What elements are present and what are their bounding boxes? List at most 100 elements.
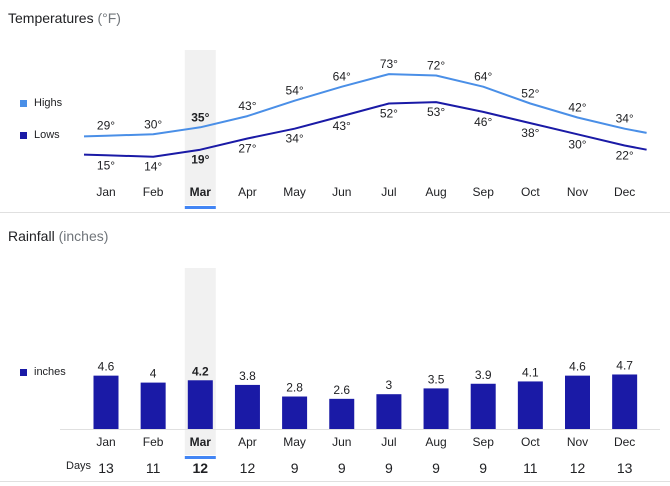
temperature-highs-label: 29° [97, 119, 115, 133]
rainy-days-value: 11 [146, 460, 161, 476]
temperature-lows-label: 38° [521, 126, 539, 140]
rainfall-bar [93, 375, 119, 429]
temperature-highs-label: 73° [380, 57, 398, 71]
legend-lows: Lows [20, 129, 60, 141]
rainfall-bar [423, 388, 449, 429]
rainfall-heading: Rainfall (inches) [8, 228, 108, 244]
rainfall-value-label: 4.7 [616, 358, 633, 372]
temperature-month-label: May [283, 185, 306, 199]
rainfall-month-label: Oct [521, 435, 540, 449]
rainy-days-value: 12 [570, 460, 586, 476]
rainy-days-value: 9 [479, 460, 487, 476]
rainfall-value-label: 4.2 [192, 364, 209, 378]
rainfall-month-label: Jul [381, 435, 396, 449]
temperature-highs-label: 64° [333, 70, 351, 84]
legend-highs-label: Highs [34, 97, 63, 109]
rainfall-month-label: Aug [425, 435, 446, 449]
temperature-lows-label: 53° [427, 105, 445, 119]
temperature-lows-label: 27° [238, 142, 256, 156]
temperature-highs-label: 35° [191, 110, 209, 124]
temperature-highs-label: 34° [616, 112, 634, 126]
temperature-lows-line [83, 101, 647, 158]
legend-inches-swatch [20, 368, 27, 376]
temperature-month-label: Jul [381, 185, 396, 199]
rainfall-month-label: Feb [143, 435, 164, 449]
temperature-month-label: Oct [521, 185, 540, 199]
rainfall-bar [187, 380, 213, 429]
rainfall-bar [517, 381, 543, 429]
legend-highs-swatch [20, 99, 27, 107]
rainfall-month-label: Apr [238, 435, 257, 449]
rainy-days-value: 9 [432, 460, 440, 476]
rainfall-value-label: 4 [150, 367, 157, 381]
temperature-month-label: Aug [425, 185, 446, 199]
rainy-days-value: 9 [291, 460, 299, 476]
rainfall-bar [565, 375, 590, 429]
rainfall-bar [376, 394, 402, 429]
rainfall-month-label: Dec [614, 435, 635, 449]
temperature-lows-label: 46° [474, 115, 492, 129]
temperature-month-label: Jun [332, 185, 351, 199]
temperature-lows-label: 52° [380, 107, 398, 121]
temperature-month-label: Jan [96, 185, 115, 199]
rainfall-month-label: Jan [96, 435, 115, 449]
rainfall-bar [282, 396, 308, 429]
rainfall-title: Rainfall [8, 228, 55, 244]
rainfall-value-label: 2.8 [286, 381, 303, 395]
temperature-month-label: Nov [567, 185, 588, 199]
temperature-lows-label: 22° [616, 149, 634, 163]
rainy-days-value: 9 [385, 460, 393, 476]
selected-month-indicator-rainfall [184, 456, 216, 459]
temperature-title: Temperatures [8, 10, 94, 26]
rainy-days-value: 13 [98, 460, 114, 476]
rainfall-value-label: 3.5 [428, 372, 445, 386]
legend-inches: inches [20, 366, 66, 378]
temperature-lows-label: 43° [333, 119, 351, 133]
rainy-days-value: 11 [523, 460, 538, 476]
temperature-month-label: Apr [238, 185, 257, 199]
rainfall-value-label: 3.8 [239, 369, 256, 383]
rainy-days-value: 13 [617, 460, 633, 476]
rainfall-month-label: Mar [190, 435, 212, 449]
legend-lows-label: Lows [34, 129, 60, 141]
temperature-highs-label: 43° [238, 99, 256, 113]
temperature-highs-label: 42° [568, 101, 586, 115]
rainfall-bar [234, 384, 260, 429]
selected-month-indicator-temperature [184, 206, 216, 209]
legend-lows-swatch [20, 131, 27, 139]
rainfall-value-label: 3 [386, 378, 393, 392]
temperature-highs-label: 54° [286, 84, 304, 98]
rainfall-bar [140, 382, 166, 429]
rainfall-month-label: Nov [567, 435, 588, 449]
legend-inches-label: inches [34, 366, 66, 378]
temperature-highs-line [83, 73, 647, 138]
temperature-highs-label: 64° [474, 70, 492, 84]
rainy-days-value: 12 [240, 460, 256, 476]
rainfall-value-label: 3.9 [475, 368, 492, 382]
rainfall-value-label: 2.6 [333, 383, 350, 397]
temperature-lows-label: 19° [191, 153, 209, 167]
rainfall-bar [329, 398, 355, 429]
temperature-heading: Temperatures (°F) [8, 10, 121, 26]
temperature-month-label: Dec [614, 185, 635, 199]
temperature-lows-label: 15° [97, 158, 115, 172]
temperature-highs-label: 30° [144, 117, 162, 131]
rainfall-month-label: Sep [473, 435, 495, 449]
rainfall-bar [612, 374, 638, 429]
temperature-highs-label: 52° [521, 87, 539, 101]
temperature-lows-label: 14° [144, 160, 162, 174]
rainfall-unit: (inches) [58, 228, 109, 244]
section-divider [0, 212, 670, 213]
rainfall-value-label: 4.1 [522, 365, 539, 379]
rainfall-month-label: Jun [332, 435, 351, 449]
rainfall-bar [470, 383, 496, 429]
rainfall-value-label: 4.6 [569, 360, 586, 374]
temperature-lows-label: 34° [286, 132, 304, 146]
temperature-month-label: Feb [143, 185, 164, 199]
temperature-unit: (°F) [97, 10, 121, 26]
temperature-highs-label: 72° [427, 59, 445, 73]
temperature-month-label: Mar [190, 185, 212, 199]
rainfall-value-label: 4.6 [98, 360, 115, 374]
